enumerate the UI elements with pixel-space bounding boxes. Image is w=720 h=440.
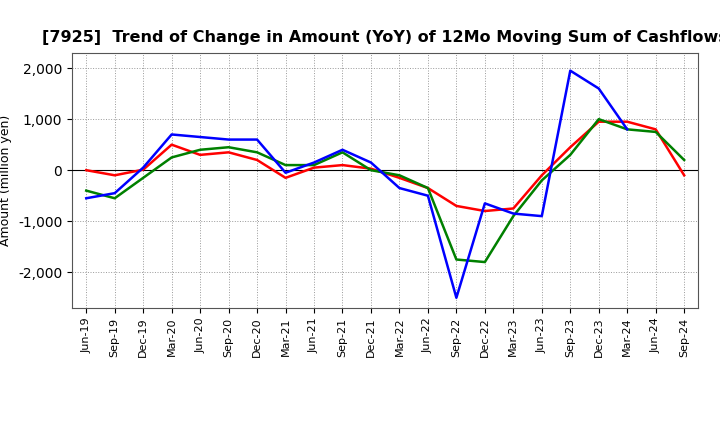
Operating Cashflow [509, 206, 518, 211]
Operating Cashflow [623, 119, 631, 125]
Investing Cashflow [480, 260, 489, 265]
Free Cashflow [395, 185, 404, 191]
Free Cashflow [338, 147, 347, 152]
Operating Cashflow [537, 172, 546, 178]
Line: Free Cashflow: Free Cashflow [86, 71, 627, 298]
Y-axis label: Amount (million yen): Amount (million yen) [0, 115, 12, 246]
Free Cashflow [366, 160, 375, 165]
Investing Cashflow [680, 158, 688, 163]
Free Cashflow [82, 196, 91, 201]
Line: Operating Cashflow: Operating Cashflow [86, 122, 684, 211]
Investing Cashflow [338, 150, 347, 155]
Investing Cashflow [167, 155, 176, 160]
Investing Cashflow [509, 213, 518, 219]
Investing Cashflow [623, 127, 631, 132]
Operating Cashflow [139, 167, 148, 172]
Operating Cashflow [423, 185, 432, 191]
Investing Cashflow [595, 117, 603, 122]
Free Cashflow [480, 201, 489, 206]
Investing Cashflow [282, 162, 290, 168]
Operating Cashflow [82, 168, 91, 173]
Investing Cashflow [310, 162, 318, 168]
Investing Cashflow [139, 175, 148, 180]
Operating Cashflow [480, 209, 489, 214]
Operating Cashflow [366, 166, 375, 171]
Operating Cashflow [595, 119, 603, 125]
Free Cashflow [282, 170, 290, 176]
Free Cashflow [623, 127, 631, 132]
Free Cashflow [566, 68, 575, 73]
Investing Cashflow [566, 152, 575, 158]
Operating Cashflow [282, 175, 290, 180]
Line: Investing Cashflow: Investing Cashflow [86, 119, 684, 262]
Operating Cashflow [566, 145, 575, 150]
Investing Cashflow [366, 168, 375, 173]
Investing Cashflow [452, 257, 461, 262]
Investing Cashflow [395, 172, 404, 178]
Investing Cashflow [652, 129, 660, 135]
Free Cashflow [423, 193, 432, 198]
Free Cashflow [167, 132, 176, 137]
Free Cashflow [110, 191, 119, 196]
Free Cashflow [537, 213, 546, 219]
Operating Cashflow [652, 127, 660, 132]
Operating Cashflow [110, 172, 119, 178]
Operating Cashflow [452, 203, 461, 209]
Free Cashflow [310, 160, 318, 165]
Free Cashflow [253, 137, 261, 142]
Investing Cashflow [537, 178, 546, 183]
Free Cashflow [509, 211, 518, 216]
Title: [7925]  Trend of Change in Amount (YoY) of 12Mo Moving Sum of Cashflows: [7925] Trend of Change in Amount (YoY) o… [42, 29, 720, 45]
Free Cashflow [196, 134, 204, 139]
Investing Cashflow [225, 145, 233, 150]
Free Cashflow [595, 86, 603, 91]
Investing Cashflow [253, 150, 261, 155]
Operating Cashflow [338, 162, 347, 168]
Operating Cashflow [225, 150, 233, 155]
Investing Cashflow [423, 185, 432, 191]
Free Cashflow [139, 165, 148, 170]
Operating Cashflow [167, 142, 176, 147]
Investing Cashflow [82, 188, 91, 193]
Free Cashflow [452, 295, 461, 301]
Free Cashflow [225, 137, 233, 142]
Investing Cashflow [110, 196, 119, 201]
Operating Cashflow [253, 158, 261, 163]
Operating Cashflow [680, 172, 688, 178]
Investing Cashflow [196, 147, 204, 152]
Operating Cashflow [196, 152, 204, 158]
Operating Cashflow [310, 165, 318, 170]
Operating Cashflow [395, 175, 404, 180]
